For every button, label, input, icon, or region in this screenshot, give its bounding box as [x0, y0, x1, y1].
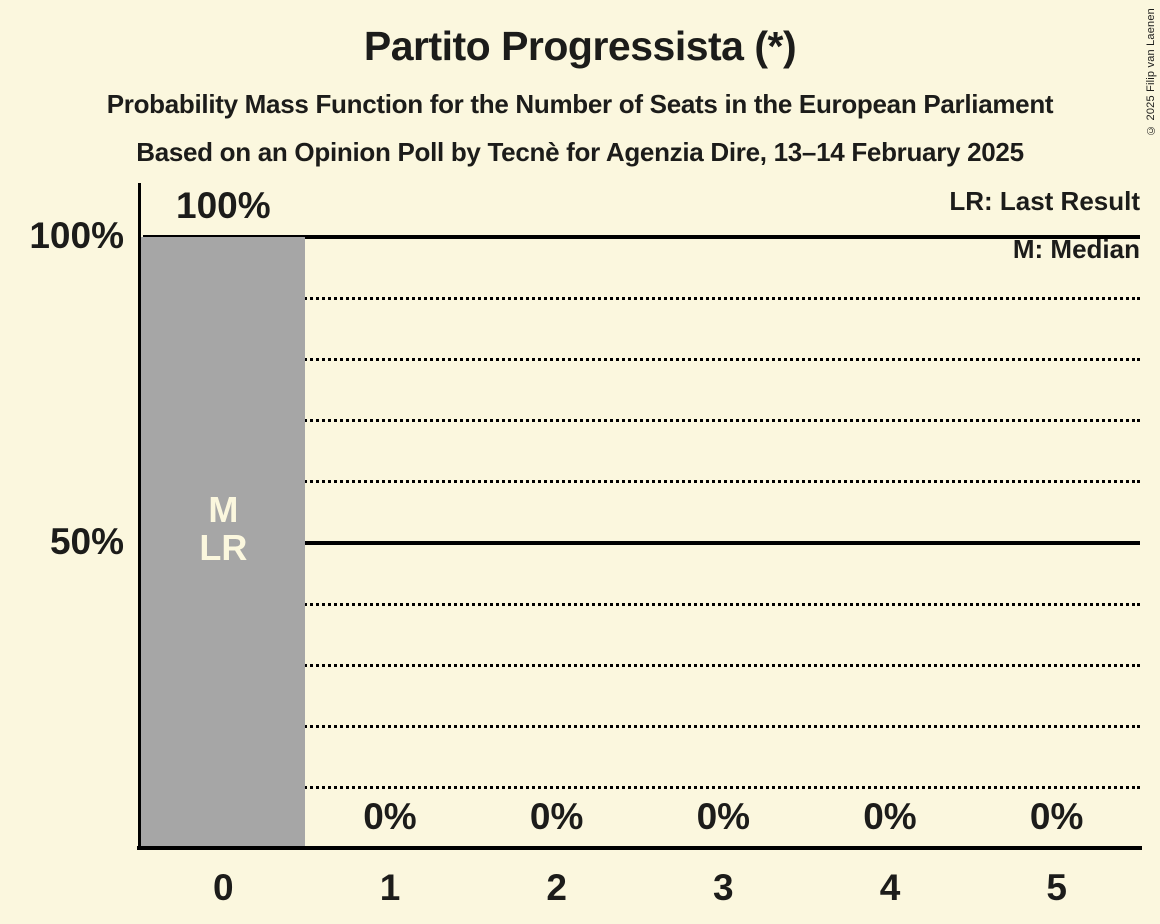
bar-value-label: 0% [696, 796, 751, 837]
gridline-dotted-20pct [143, 724, 1140, 728]
gridline-dotted-70pct [143, 419, 1140, 423]
y-axis-tick-label: 100% [29, 215, 124, 256]
gridline-dotted-30pct [143, 663, 1140, 667]
x-axis-tick-label: 3 [713, 867, 734, 908]
chart-source-line: Based on an Opinion Poll by Tecnè for Ag… [136, 137, 1024, 167]
bar-annotation-line: M [208, 489, 239, 530]
x-axis-tick-label: 5 [1046, 867, 1067, 908]
gridline-dotted-80pct [143, 358, 1140, 362]
y-axis-line [138, 183, 141, 850]
bar-seats-0 [141, 237, 305, 849]
bar-value-label: 0% [863, 796, 917, 837]
gridline-dotted-10pct [143, 785, 1140, 789]
x-axis-tick-label: 0 [213, 867, 234, 908]
bar-value-label: 100% [176, 185, 271, 226]
gridline-dotted-90pct [143, 297, 1140, 301]
x-axis-tick-label: 2 [546, 867, 567, 908]
gridline-dotted-60pct [143, 480, 1140, 484]
gridline-solid-50pct [143, 540, 1140, 545]
x-axis-line [137, 846, 1142, 850]
gridline-dotted-40pct [143, 602, 1140, 606]
legend-item-median: M: Median [1012, 234, 1140, 264]
chart-title: Partito Progressista (*) [363, 23, 797, 69]
copyright-notice: © 2025 Filip van Laenen [1145, 8, 1157, 136]
y-axis-tick-label: 50% [49, 520, 124, 562]
bar-value-label: 0% [529, 796, 584, 837]
bar-value-label: 0% [363, 796, 417, 837]
bar-annotation-line: LR [199, 527, 248, 568]
bar-value-label: 0% [1029, 796, 1084, 837]
gridline-solid-100pct [143, 235, 1140, 239]
bar-annotation-median-lastresult: M LR [140, 491, 307, 567]
chart-legend: LR: Last Result M: Median [949, 177, 1140, 273]
x-axis-tick-label: 4 [879, 867, 901, 908]
x-axis-tick-label: 1 [379, 867, 401, 908]
chart-subtitle: Probability Mass Function for the Number… [106, 89, 1054, 119]
legend-item-last-result: LR: Last Result [949, 186, 1140, 216]
